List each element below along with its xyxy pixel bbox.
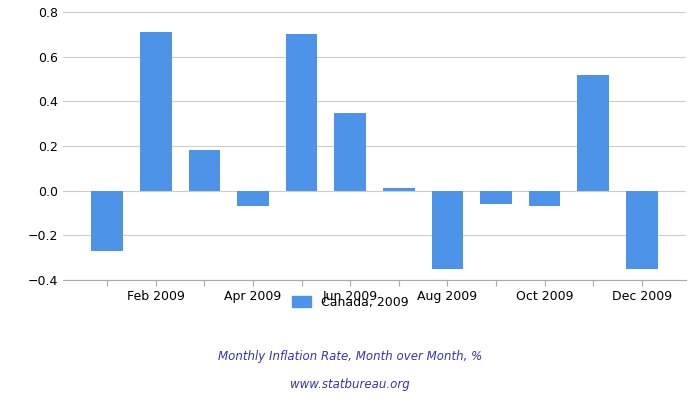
Bar	[480, 191, 512, 204]
Text: www.statbureau.org: www.statbureau.org	[290, 378, 410, 391]
Bar	[91, 191, 123, 251]
Legend: Canada, 2009: Canada, 2009	[287, 291, 413, 314]
Bar	[626, 191, 658, 269]
Text: Monthly Inflation Rate, Month over Month, %: Monthly Inflation Rate, Month over Month…	[218, 350, 482, 363]
Bar	[529, 191, 561, 206]
Bar	[432, 191, 463, 269]
Bar	[140, 32, 172, 191]
Bar	[286, 34, 317, 191]
Bar	[188, 150, 220, 191]
Bar	[335, 112, 366, 191]
Bar	[383, 188, 414, 191]
Bar	[237, 191, 269, 206]
Bar	[578, 74, 609, 191]
